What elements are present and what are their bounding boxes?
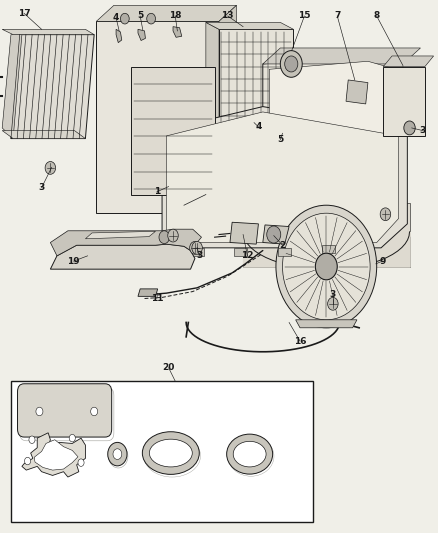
Polygon shape <box>263 225 289 244</box>
Circle shape <box>147 13 155 24</box>
Circle shape <box>120 13 129 24</box>
Text: 3: 3 <box>420 126 426 135</box>
Polygon shape <box>34 440 78 470</box>
Text: 16: 16 <box>294 337 306 345</box>
Ellipse shape <box>149 439 192 467</box>
Ellipse shape <box>142 432 199 474</box>
Polygon shape <box>85 231 155 239</box>
Polygon shape <box>191 248 204 256</box>
Circle shape <box>190 241 200 254</box>
Text: 19: 19 <box>67 257 80 265</box>
Circle shape <box>78 459 84 466</box>
Text: 9: 9 <box>379 257 385 265</box>
Text: 3: 3 <box>330 290 336 298</box>
Text: 20: 20 <box>162 364 175 372</box>
Circle shape <box>108 442 127 466</box>
FancyBboxPatch shape <box>18 384 112 437</box>
Circle shape <box>192 241 202 254</box>
Polygon shape <box>296 320 357 328</box>
Circle shape <box>25 457 31 465</box>
Text: 4: 4 <box>255 123 261 131</box>
Bar <box>11 381 313 522</box>
Polygon shape <box>131 67 215 195</box>
Text: 8: 8 <box>374 12 380 20</box>
Text: 15: 15 <box>298 12 311 20</box>
Polygon shape <box>383 67 425 136</box>
Circle shape <box>36 407 43 416</box>
Polygon shape <box>346 80 368 104</box>
Circle shape <box>29 436 35 443</box>
Text: 5: 5 <box>137 12 143 20</box>
Polygon shape <box>173 27 182 37</box>
Circle shape <box>45 161 56 174</box>
Circle shape <box>283 213 370 320</box>
Text: 17: 17 <box>18 9 30 18</box>
Polygon shape <box>2 29 94 35</box>
Polygon shape <box>269 61 396 217</box>
Polygon shape <box>230 222 258 244</box>
Text: 2: 2 <box>279 241 286 249</box>
Circle shape <box>276 205 377 328</box>
Polygon shape <box>206 22 219 131</box>
Circle shape <box>91 407 98 416</box>
Polygon shape <box>50 229 201 256</box>
Text: 13: 13 <box>222 12 234 20</box>
Polygon shape <box>2 131 85 139</box>
Polygon shape <box>219 5 237 213</box>
Polygon shape <box>166 112 399 243</box>
Polygon shape <box>206 123 219 149</box>
Text: 3: 3 <box>196 252 202 260</box>
Polygon shape <box>219 29 293 131</box>
Text: 11: 11 <box>151 294 163 303</box>
Text: 5: 5 <box>277 135 283 144</box>
Circle shape <box>113 449 122 459</box>
Polygon shape <box>2 35 22 139</box>
Polygon shape <box>263 48 420 64</box>
Circle shape <box>168 229 178 242</box>
Polygon shape <box>278 248 291 256</box>
Text: 18: 18 <box>169 12 181 20</box>
Text: 4: 4 <box>113 13 119 22</box>
Polygon shape <box>263 53 403 224</box>
Text: 3: 3 <box>39 183 45 192</box>
Text: 7: 7 <box>334 12 340 20</box>
Polygon shape <box>11 35 94 139</box>
Polygon shape <box>116 29 122 43</box>
Polygon shape <box>22 433 85 477</box>
Polygon shape <box>206 22 293 29</box>
Circle shape <box>159 231 170 244</box>
Text: 12: 12 <box>241 252 254 260</box>
Circle shape <box>285 56 298 72</box>
Text: 1: 1 <box>154 188 160 196</box>
Ellipse shape <box>226 434 272 474</box>
Polygon shape <box>96 5 237 21</box>
Circle shape <box>328 297 338 310</box>
Polygon shape <box>322 245 335 253</box>
Circle shape <box>315 253 337 280</box>
Circle shape <box>267 226 281 243</box>
Ellipse shape <box>233 441 266 467</box>
Polygon shape <box>234 248 247 256</box>
Circle shape <box>380 208 391 221</box>
Polygon shape <box>96 21 219 213</box>
Polygon shape <box>383 56 434 67</box>
Polygon shape <box>243 203 410 266</box>
Polygon shape <box>138 29 145 41</box>
Circle shape <box>280 51 302 77</box>
Polygon shape <box>50 244 195 269</box>
Polygon shape <box>162 107 407 248</box>
Circle shape <box>404 121 415 135</box>
Circle shape <box>69 434 75 442</box>
Polygon shape <box>138 289 158 296</box>
